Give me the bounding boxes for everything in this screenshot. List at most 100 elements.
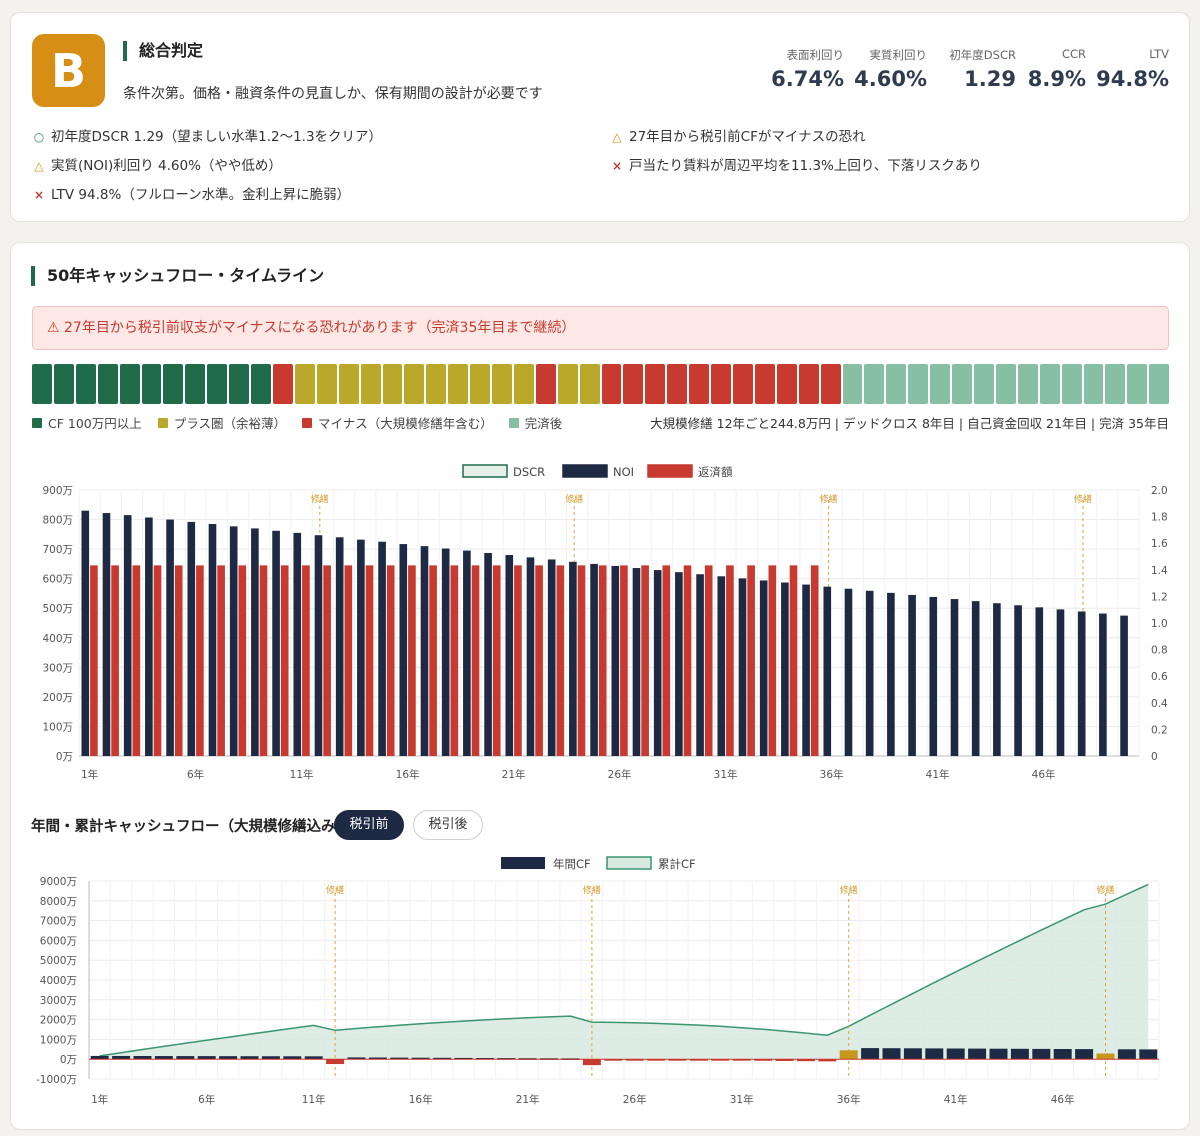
y-tick-label: 500万 [42, 603, 73, 615]
annual-cf-bar [219, 1056, 238, 1060]
metric-label: 表面利回り [786, 48, 845, 62]
post-tax-toggle[interactable]: 税引後 [413, 810, 483, 840]
noi-bar [102, 513, 111, 756]
timeline-cell [141, 364, 162, 404]
y-tick-label: 600万 [42, 574, 73, 586]
cf-chart-title: 年間・累計キャッシュフロー（大規模修繕込み） [31, 819, 350, 835]
annual-cf-bar [903, 1048, 922, 1060]
point-item: × 戸当たり賃料が周辺平均を11.3%上回り、下落リスクあり [609, 154, 982, 174]
y2-tick-label: 0.4 [1151, 698, 1168, 710]
repair-label: 修繕 [311, 493, 329, 505]
annual-cf-bar [968, 1048, 987, 1060]
metric-net-yield: 実質利回り 4.60% [854, 47, 927, 91]
annual-cf-bar [133, 1056, 152, 1060]
x-tick-label: 16年 [396, 768, 420, 781]
y-tick-label: 900万 [42, 485, 73, 497]
repayment-bar [535, 565, 543, 756]
noi-bar [314, 535, 323, 756]
noi-bar [526, 557, 535, 756]
circle-icon: ○ [33, 130, 45, 144]
noi-bar [696, 574, 704, 756]
noi-bar [378, 541, 386, 756]
legend-swatch [157, 417, 168, 428]
legend-label: プラス圏（余裕薄） [173, 416, 287, 431]
legend-swatch [508, 417, 519, 428]
y-tick-label: 800万 [42, 515, 73, 527]
y-tick-label: -1000万 [36, 1074, 77, 1086]
repayment-bar [556, 565, 565, 756]
noi-bar [717, 576, 726, 756]
annual-cf-bar [989, 1048, 1008, 1060]
legend-item: 完済後 [508, 413, 562, 432]
noi-bar [590, 563, 598, 756]
cumulative-area [99, 884, 1149, 1060]
y-tick-label: 0万 [56, 751, 73, 763]
noi-bar [293, 532, 302, 756]
annual-cf-bar [433, 1057, 452, 1060]
annual-cf-bar [1010, 1048, 1029, 1060]
verdict-title: 総合判定 [123, 41, 203, 61]
y2-tick-label: 1.6 [1151, 538, 1168, 550]
annual-cf-bar [154, 1056, 173, 1060]
repayment-bar [450, 565, 459, 756]
timeline-legend: CF 100万円以上 プラス圏（余裕薄） マイナス（大規模修繕年含む） 完済後 [32, 413, 578, 432]
annual-cf-bar [326, 1059, 345, 1065]
repayment-bar [514, 565, 522, 756]
timeline-cell [1061, 364, 1082, 404]
x-tick-label: 11年 [302, 1093, 326, 1106]
y2-tick-label: 0 [1151, 751, 1158, 763]
repayment-bar [704, 565, 713, 756]
timeline-cell [360, 364, 381, 404]
metric-value: 4.60% [854, 67, 927, 91]
y-tick-label: 5000万 [40, 955, 77, 967]
timeline-cell [382, 364, 403, 404]
x-tick-label: 16年 [409, 1093, 433, 1106]
y2-tick-label: 1.4 [1151, 565, 1168, 577]
noi-bar [738, 578, 747, 756]
legend-swatch [302, 417, 313, 428]
pre-tax-toggle[interactable]: 税引前 [334, 810, 404, 840]
cross-icon: × [33, 188, 45, 202]
timeline-cell [404, 364, 425, 404]
annual-cf-bar [261, 1056, 280, 1060]
x-tick-label: 36年 [837, 1093, 861, 1106]
annual-cf-bar [668, 1059, 687, 1061]
annual-cf-bar [1032, 1048, 1051, 1060]
annual-cf-bar [304, 1056, 323, 1060]
timeline-cell [733, 364, 753, 404]
noi-bar [123, 515, 132, 756]
verdict-text: 条件次第。価格・融資条件の見直しか、保有期間の設計が必要です [123, 86, 543, 102]
noi-bar [823, 586, 832, 756]
legend-label: NOI [613, 465, 634, 479]
noi-bar [611, 565, 620, 756]
y-tick-label: 400万 [42, 633, 73, 645]
annual-cf-bar [283, 1056, 302, 1060]
repayment-bar [323, 565, 331, 756]
annual-cf-bar [732, 1059, 751, 1061]
timeline-cell [601, 364, 622, 404]
repayment-bar [577, 565, 586, 756]
legend-label: 累計CF [658, 857, 696, 871]
annual-cf-bar [582, 1059, 601, 1066]
annual-cf-bar [1117, 1049, 1136, 1060]
legend-item: マイナス（大規模修繕年含む） [302, 413, 493, 432]
metric-value: 8.9% [1027, 67, 1086, 91]
annual-cf-bar [861, 1048, 880, 1060]
legend-label: 返済額 [698, 465, 733, 479]
timeline-cell [776, 364, 797, 404]
timeline-cell [338, 364, 359, 404]
x-tick-label: 6年 [198, 1093, 215, 1106]
annual-cf-bar [796, 1059, 815, 1062]
point-text: 初年度DSCR 1.29（望ましい水準1.2〜1.3をクリア） [51, 129, 383, 145]
repayment-bar [280, 565, 289, 756]
noi-bar [802, 584, 810, 756]
y-tick-label: 100万 [42, 721, 73, 733]
timeline-cell [426, 364, 447, 404]
timeline-cell [623, 364, 644, 404]
repayment-bar [620, 565, 628, 756]
x-tick-label: 31年 [730, 1093, 754, 1106]
repayment-bar [132, 565, 141, 756]
noi-bar [251, 528, 259, 756]
cumulative-cf-chart: 9000万 8000万 7000万 6000万 5000万 4000万 3000万 2000万… [36, 856, 1160, 1106]
annual-cf-bar [839, 1050, 858, 1060]
